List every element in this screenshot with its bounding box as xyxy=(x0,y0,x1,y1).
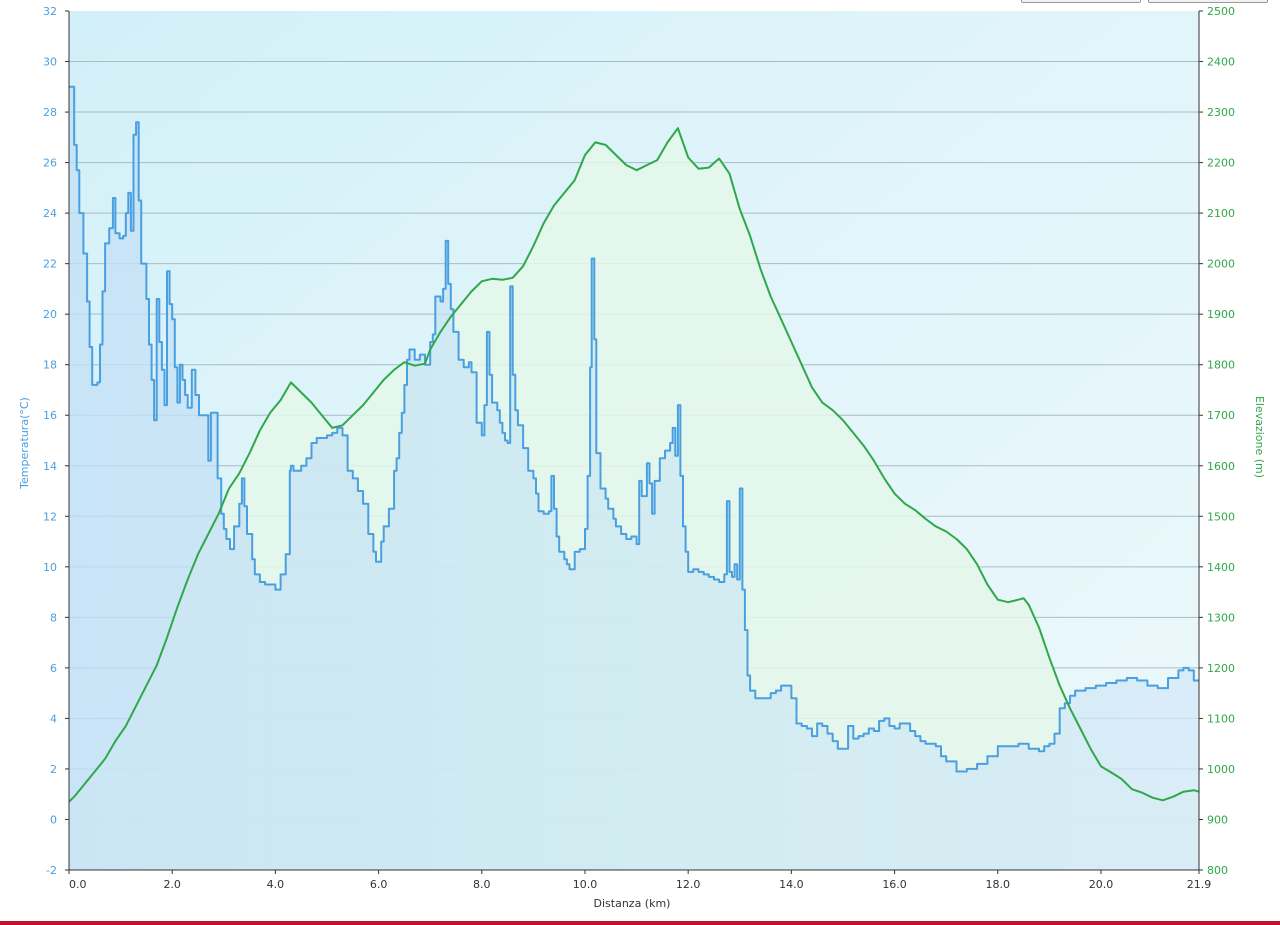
right-tick-label: 1000 xyxy=(1207,763,1235,776)
left-tick-label: 26 xyxy=(43,157,57,170)
x-axis-ticks: 0.0 2.0 4.0 6.0 8.0 10.0 12.0 14.0 16.0 18.0 20.0 2… xyxy=(68,870,1212,891)
right-tick-label: 800 xyxy=(1207,864,1228,877)
left-tick-label: 18 xyxy=(43,359,57,372)
left-tick-label: 12 xyxy=(43,510,57,523)
left-tick-label: 20 xyxy=(43,308,57,321)
bottom-border xyxy=(0,921,1280,925)
left-tick-label: 8 xyxy=(50,611,57,624)
right-tick-label: 1800 xyxy=(1207,359,1235,372)
left-tick-label: 2 xyxy=(50,763,57,776)
x-tick-label: 21.9 xyxy=(1187,878,1212,891)
right-tick-label: 2100 xyxy=(1207,207,1235,220)
x-tick-label: 14.0 xyxy=(779,878,804,891)
temperature-line xyxy=(69,85,1199,773)
left-tick-label: 0 xyxy=(50,813,57,826)
right-tick-label: 2300 xyxy=(1207,106,1235,119)
right-tick-label: 1600 xyxy=(1207,460,1235,473)
x-tick-label: 6.0 xyxy=(370,878,388,891)
left-tick-label: 16 xyxy=(43,409,57,422)
left-tick-label: 4 xyxy=(50,712,57,725)
right-axis-ticks: 800 900 1000 1100 1200 1300 1400 1500 1600 1700 18… xyxy=(1199,5,1235,877)
right-tick-label: 1400 xyxy=(1207,561,1235,574)
right-tick-label: 2500 xyxy=(1207,5,1235,18)
right-tick-label: 2200 xyxy=(1207,157,1235,170)
toolbar-button-1[interactable] xyxy=(1021,0,1141,3)
right-tick-label: 900 xyxy=(1207,813,1228,826)
right-tick-label: 1300 xyxy=(1207,611,1235,624)
x-tick-label: 18.0 xyxy=(986,878,1011,891)
right-tick-label: 2000 xyxy=(1207,258,1235,271)
x-tick-label: 12.0 xyxy=(676,878,701,891)
left-tick-label: -2 xyxy=(46,864,57,877)
right-axis-label: Elevazione (m) xyxy=(1253,396,1266,478)
elevation-line xyxy=(68,127,1200,803)
left-axis-label: Temperatura(°C) xyxy=(18,397,31,490)
toolbar-button-2[interactable] xyxy=(1148,0,1268,3)
left-tick-label: 10 xyxy=(43,561,57,574)
x-tick-label: 10.0 xyxy=(573,878,598,891)
right-tick-label: 1100 xyxy=(1207,712,1235,725)
x-tick-label: 20.0 xyxy=(1089,878,1114,891)
left-tick-label: 14 xyxy=(43,460,57,473)
right-tick-label: 2400 xyxy=(1207,56,1235,69)
x-tick-label: 16.0 xyxy=(882,878,907,891)
right-tick-label: 1500 xyxy=(1207,510,1235,523)
left-tick-label: 28 xyxy=(43,106,57,119)
left-tick-label: 30 xyxy=(43,56,57,69)
left-tick-label: 32 xyxy=(43,5,57,18)
x-tick-label: 2.0 xyxy=(163,878,181,891)
right-tick-label: 1700 xyxy=(1207,409,1235,422)
x-tick-label: 0.0 xyxy=(69,878,87,891)
x-tick-label: 4.0 xyxy=(267,878,285,891)
right-tick-label: 1200 xyxy=(1207,662,1235,675)
left-tick-label: 22 xyxy=(43,258,57,271)
x-tick-label: 8.0 xyxy=(473,878,491,891)
right-tick-label: 1900 xyxy=(1207,308,1235,321)
temperature-area xyxy=(69,86,1199,871)
left-tick-label: 6 xyxy=(50,662,57,675)
left-tick-label: 24 xyxy=(43,207,57,220)
x-axis-label: Distanza (km) xyxy=(594,897,671,910)
